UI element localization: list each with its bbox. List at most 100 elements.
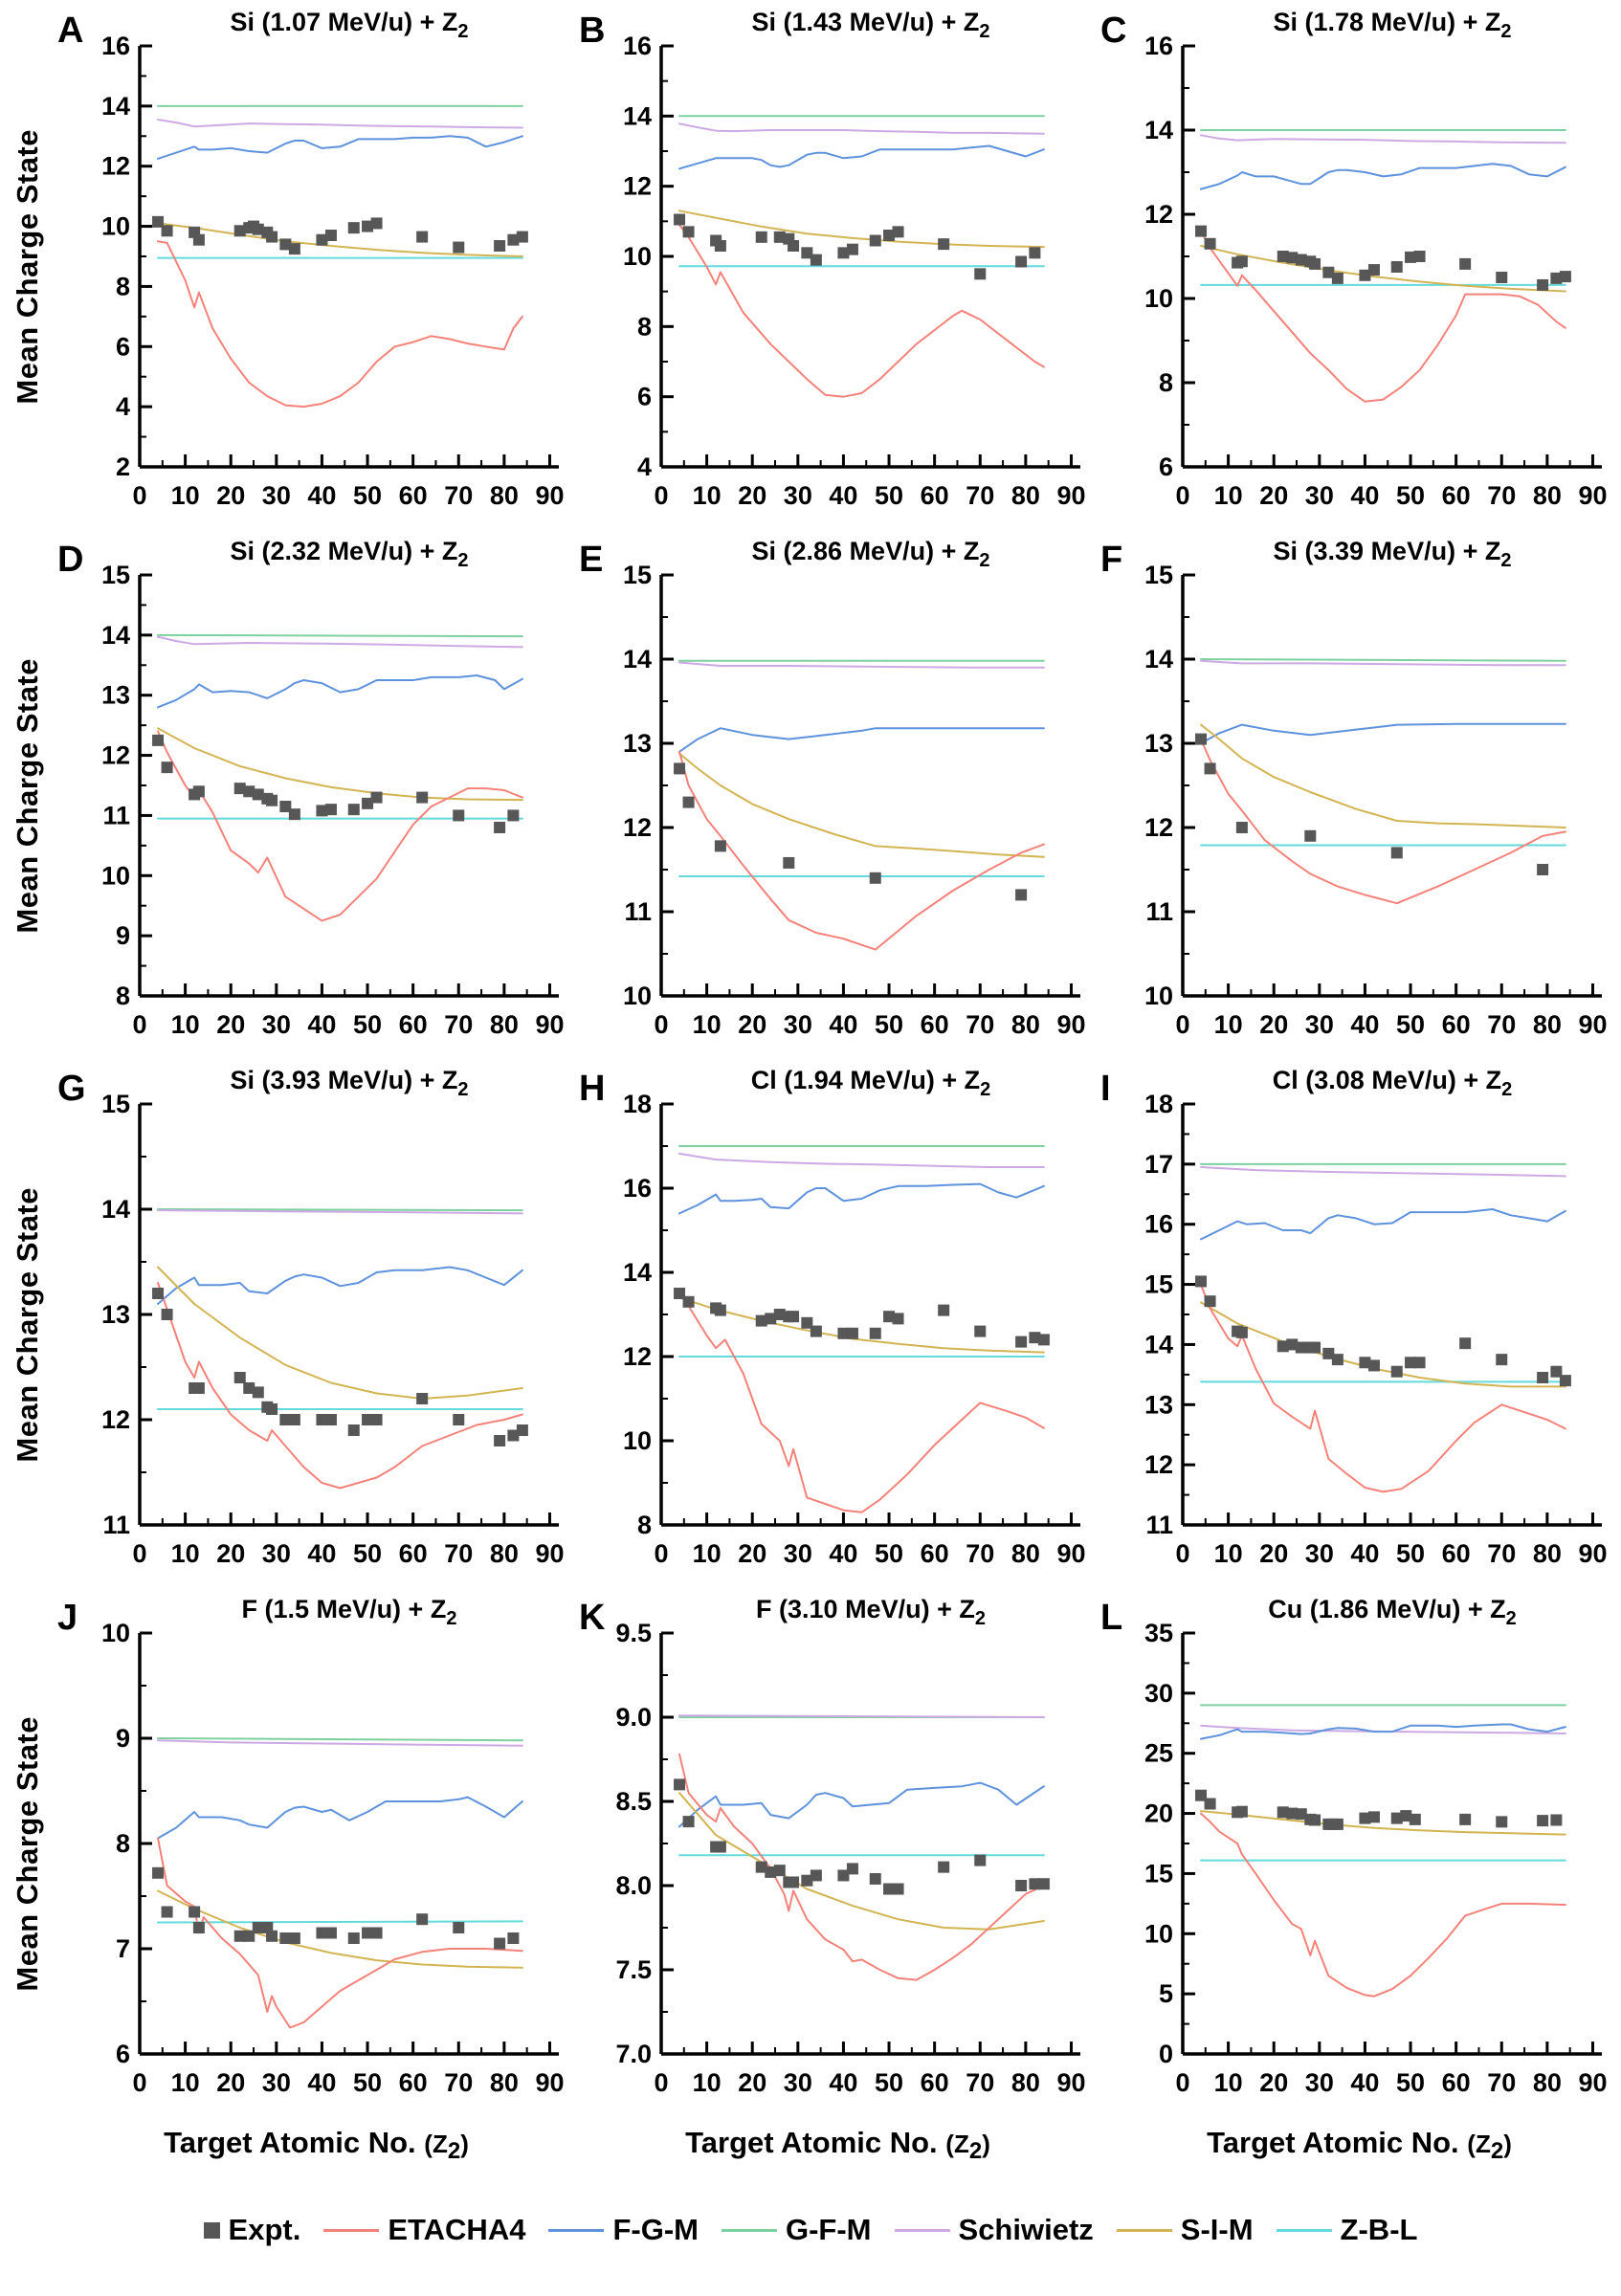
y-axis-title: Mean Charge State [0,1060,56,1589]
expt-point [347,222,360,234]
expt-point [773,1309,786,1320]
series-line-fgm [1200,163,1566,190]
panel-f: F Si (3.39 MeV/u) + Z2 10 11 12 13 14 15 0 10 20 30… [1099,531,1620,1060]
y-tick-label: 14 [623,1258,652,1287]
expt-point [1322,1347,1335,1359]
panel-title: Cu (1.86 MeV/u) + Z2 [1268,1595,1516,1629]
expt-point [362,797,374,809]
expt-point [682,1816,695,1828]
x-tick-label: 30 [262,1539,291,1568]
panel-title: Si (2.32 MeV/u) + Z2 [231,537,469,571]
x-tick-label: 30 [1305,1539,1334,1568]
legend-label: Expt. [228,2213,301,2246]
series-line-sim [678,1296,1045,1354]
expt-point [837,1869,850,1882]
panel-letter: L [1100,1598,1122,1638]
x-tick-label: 60 [1442,1539,1471,1568]
x-tick-label: 90 [1578,1539,1607,1568]
x-axis-ticks: 0 10 20 30 40 50 60 70 80 90 [132,1512,565,1568]
expt-point [266,1930,278,1942]
expt-point [801,1316,813,1329]
x-tick-label: 80 [1011,481,1040,510]
expt-point [266,1403,278,1415]
expt-point [674,1778,686,1791]
x-tick-label: 70 [966,2068,994,2097]
expt-point [233,225,246,237]
x-tick-label: 60 [399,2068,428,2097]
series-line-fgm [157,1266,523,1305]
expt-point [1405,1357,1417,1369]
series-line-schiwietz [1200,1166,1566,1178]
y-tick-label: 11 [102,1511,130,1539]
y-tick-label: 6 [116,332,130,361]
expt-point [324,230,337,241]
panel-h: H Cl (1.94 MeV/u) + Z2 8 10 12 14 16 18 0 10 20 30 4… [577,1060,1099,1589]
legend-line-swatch [894,2228,950,2232]
expt-point [1204,762,1216,775]
expt-point [347,1424,360,1436]
series-line-fgm [1200,1208,1566,1241]
expt-point [252,788,264,801]
y-tick-label: 11 [624,897,652,926]
expt-point [974,268,987,280]
x-tick-label: 30 [784,481,812,510]
panel-a-chart: A Si (1.07 MeV/u) + Z2 2 4 6 8 10 12 14 16 0 10 20 30… [57,8,565,510]
y-tick-label: 14 [101,92,130,121]
x-tick-label: 20 [216,2068,245,2097]
expt-point [682,796,695,808]
legend-item-fgm: F-G-M [548,2213,699,2247]
expt-point [1390,261,1403,273]
y-axis-title-text: Mean Charge State [11,657,44,934]
x-tick-label: 90 [1578,1010,1607,1039]
series-line-sim [1200,723,1566,828]
y-tick-label: 10 [623,1426,652,1455]
expt-point [714,1841,726,1853]
y-tick-label: 12 [623,172,652,201]
x-tick-label: 50 [353,1010,382,1039]
y-tick-label: 8 [637,312,652,341]
y-tick-label: 8 [116,982,130,1010]
y-tick-label: 15 [623,561,652,589]
expt-point [1537,278,1549,291]
expt-point [892,1883,904,1895]
expt-point [682,1295,695,1308]
expt-point [192,233,205,246]
x-tick-label: 80 [1533,2068,1562,2097]
expt-point [453,809,465,822]
y-tick-label: 6 [1159,453,1173,481]
panel-e: E Si (2.86 MeV/u) + Z2 10 11 12 13 14 15 0 10 20 30… [577,531,1099,1060]
x-tick-label: 0 [1175,1539,1189,1568]
panel-title: Si (1.43 MeV/u) + Z2 [752,8,990,42]
series-line-sim [157,727,523,802]
x-tick-label: 80 [1533,481,1562,510]
expt-point [152,1866,165,1879]
expt-point [1322,266,1335,278]
x-tick-label: 60 [921,1539,949,1568]
expt-point [507,1429,520,1442]
x-tick-label: 0 [132,2068,146,2097]
x-axis-ticks: 0 10 20 30 40 50 60 70 80 90 [1175,1512,1608,1568]
x-tick-label: 90 [1578,2068,1607,2097]
x-tick-label: 50 [1396,1539,1425,1568]
x-tick-label: 50 [353,481,382,510]
y-axis-title-text: Mean Charge State [11,1715,44,1992]
y-axis-ticks: 7.0 7.5 8.0 8.5 9.0 9.5 [615,1619,674,2068]
legend-item-schiwietz: Schiwietz [894,2213,1094,2247]
x-tick-label: 90 [1056,1010,1085,1039]
expt-point [1459,1813,1472,1825]
panel-k: K F (3.10 MeV/u) + Z2 7.0 7.5 8.0 8.5 9.0 9.5 0 1… [577,1589,1099,2118]
expt-point [252,1922,264,1933]
legend: Expt. ETACHA4 F-G-M G-F-M Schiwietz S-I-M Z-B-… [0,2187,1621,2273]
expt-points [152,215,528,255]
x-axis-title: Target Atomic No. (Z2) [164,2126,469,2164]
series-line-schiwietz [678,1152,1045,1168]
expt-points [674,1778,1050,1895]
expt-point [288,808,300,821]
expt-point [1286,1338,1299,1351]
x-tick-label: 20 [738,1539,766,1568]
y-axis-title: Mean Charge State [0,1589,56,2118]
expt-point [453,241,465,254]
x-tick-label: 30 [262,481,291,510]
